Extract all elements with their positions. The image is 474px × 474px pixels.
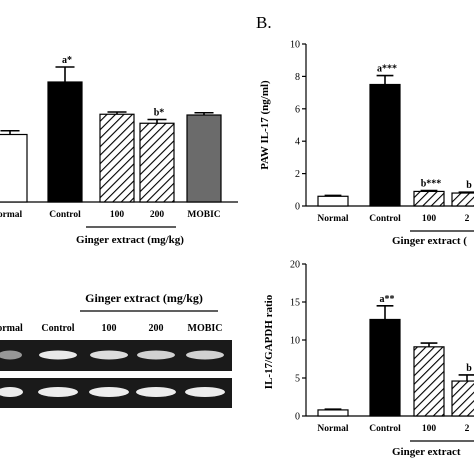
significance-label: b [466,180,472,191]
bar-200 [451,192,474,207]
category-label: 200 [150,210,165,220]
category-label: 100 [422,214,437,224]
bar-100 [413,190,445,207]
category-label: 2 [465,214,470,224]
blot-lane-labels: ormal Control 100 200 MOBIC [0,323,223,334]
blot-band-gapdh [185,387,225,397]
significance-label: a*** [377,64,397,75]
bar-mobic [186,114,222,203]
y-tick-label: 10 [290,336,300,347]
group-label: Ginger extract ( [392,235,467,247]
blot-lane-label: ormal [0,323,23,334]
y-tick-label: 5 [295,374,300,385]
blot-header: Ginger extract (mg/kg) [85,291,203,305]
significance-label: b*** [421,179,442,190]
blot-band-gapdh [0,387,23,397]
blot-lane-label: 200 [149,323,164,334]
y-tick-label: 6 [295,104,300,115]
bar-control [369,83,401,207]
blot-lane-label: MOBIC [188,323,223,334]
chart-top-right: PAW IL-17 (ng/ml) Ginger extract ( 0 2 4 6 8… [259,40,474,247]
significance-label: a* [62,55,72,66]
bar-100 [99,113,135,203]
y-tick-label: 8 [295,72,300,83]
blot-band-il17 [186,350,224,360]
category-label: Control [49,210,81,220]
category-label: Control [369,214,401,224]
blot-band-il17 [39,350,77,360]
bar-control [369,318,401,417]
significance-label: b* [154,108,165,119]
category-label: 2 [465,424,470,434]
bar-normal [0,133,28,203]
western-blot: Ginger extract (mg/kg) ormal Control 100 20… [0,291,232,408]
blot-band-gapdh [136,387,176,397]
bar-100 [413,346,445,417]
bar-normal [317,409,349,417]
category-label: 100 [110,210,125,220]
y-tick-label: 4 [295,137,300,148]
chart-bottom-right: IL-17/GAPDH ratio Ginger extract 0 5 10 15 2… [263,260,474,458]
y-tick-label: 2 [295,169,300,180]
bar-200 [139,122,175,203]
significance-label: b [466,363,472,374]
y-axis-label: IL-17/GAPDH ratio [263,294,275,389]
bar-normal [317,195,349,207]
category-label: Control [369,424,401,434]
blot-lane-label: Control [41,323,74,334]
y-tick-label: 15 [290,298,300,309]
category-label: Normal [317,214,348,224]
blot-band-gapdh [89,387,129,397]
group-label: Ginger extract [392,446,461,458]
y-tick-label: 10 [290,40,300,51]
y-axis-label: PAW IL-17 (ng/ml) [259,80,271,170]
blot-band-il17 [137,350,175,360]
y-tick-label: 20 [290,260,300,271]
significance-label: a** [380,294,395,305]
y-tick-label: 0 [295,412,300,423]
blot-band-il17 [0,350,22,360]
blot-band-il17 [90,350,128,360]
blot-lane-label: 100 [102,323,117,334]
blot-band-gapdh [38,387,78,397]
category-label: ormal [0,210,22,220]
category-label: 100 [422,424,437,434]
y-tick-label: 0 [295,202,300,213]
category-label: Normal [317,424,348,434]
blot-bands [0,350,225,397]
panel-label-b: B. [256,13,272,32]
chart-top-left: Ginger extract (mg/kg) ormal a* Control 100… [0,55,238,246]
bar-control [47,81,83,203]
group-label: Ginger extract (mg/kg) [76,234,184,246]
bar-200 [451,380,474,417]
category-label: MOBIC [187,210,220,220]
